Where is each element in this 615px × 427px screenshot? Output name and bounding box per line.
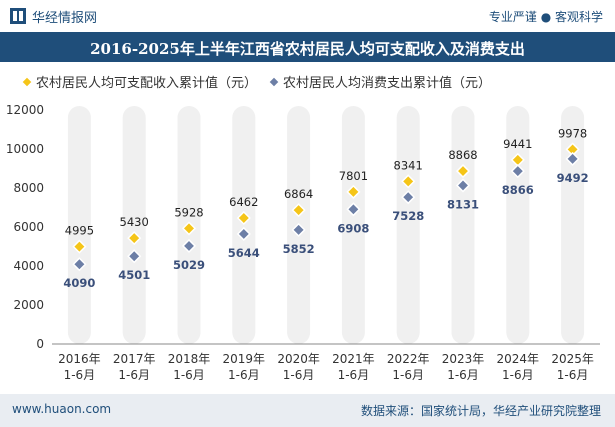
- y-tick-label: 12000: [6, 103, 44, 117]
- x-tick-label: 2019年 1-6月: [223, 352, 266, 382]
- column-band: [506, 106, 530, 344]
- expense-data-label: 5852: [283, 242, 315, 256]
- site-url: www.huaon.com: [12, 402, 112, 416]
- income-data-label: 5430: [120, 215, 149, 229]
- chart-title: 2016-2025年上半年江西省农村居民人均可支配收入及消费支出: [90, 40, 525, 58]
- expense-data-label: 6908: [337, 221, 369, 235]
- income-marker: [291, 203, 306, 218]
- y-tick-label: 10000: [6, 142, 44, 156]
- expense-data-label: 5029: [173, 258, 205, 272]
- x-tick-label: 2022年 1-6月: [387, 352, 430, 382]
- top-bar: 华经情报网 专业严谨 ● 客观科学: [0, 0, 615, 32]
- expense-marker: [401, 190, 416, 205]
- income-marker: [346, 184, 361, 199]
- income-data-label: 9978: [558, 126, 587, 140]
- income-marker: [236, 210, 251, 226]
- x-tick-label: 2016年 1-6月: [58, 352, 101, 382]
- slogan: 专业严谨 ● 客观科学: [488, 10, 603, 24]
- y-tick-label: 0: [36, 337, 44, 351]
- income-data-label: 6864: [284, 187, 313, 201]
- chart-plot: 0 2000 4000 6000 8000 10000 12000 2016年 1-6月 2017…: [6, 103, 600, 382]
- income-data-label: 4995: [65, 224, 94, 238]
- income-data-label: 7801: [339, 169, 368, 183]
- brand-name: 华经情报网: [32, 11, 98, 26]
- column-band: [67, 106, 91, 344]
- income-marker: [72, 239, 87, 254]
- footer: www.huaon.com 数据来源：国家统计局，华经产业研究院整理: [0, 394, 615, 427]
- y-tick-label: 8000: [13, 181, 44, 195]
- huajing-logo-icon: [10, 8, 26, 24]
- income-data-label: 9441: [503, 137, 532, 151]
- y-tick-label: 2000: [13, 298, 44, 312]
- income-marker: [181, 221, 197, 236]
- income-marker: [127, 231, 142, 246]
- legend: 农村居民人均可支配收入累计值（元） 农村居民人均消费支出累计值（元）: [22, 72, 503, 91]
- expense-marker: [346, 202, 361, 217]
- x-tick-label: 2020年 1-6月: [277, 352, 320, 382]
- income-data-label: 8868: [448, 148, 477, 162]
- x-tick-label: 2025年 1-6月: [551, 352, 594, 382]
- expense-marker: [455, 178, 471, 193]
- x-tick-label: 2021年 1-6月: [332, 352, 375, 382]
- data-source: 数据来源：国家统计局，华经产业研究院整理: [360, 404, 601, 418]
- legend-item-expense: 农村居民人均消费支出累计值（元）: [269, 72, 491, 91]
- x-tick-label: 2024年 1-6月: [497, 352, 540, 382]
- expense-data-label: 9492: [557, 171, 589, 185]
- column-band: [451, 106, 475, 344]
- expense-marker: [565, 151, 580, 166]
- title-bar: 2016-2025年上半年江西省农村居民人均可支配收入及消费支出: [0, 32, 615, 62]
- income-data-label: 8341: [394, 158, 423, 172]
- column-band: [561, 106, 585, 344]
- income-marker: [455, 164, 471, 179]
- income-marker: [401, 174, 416, 189]
- legend-item-income: 农村居民人均可支配收入累计值（元）: [22, 72, 257, 91]
- expense-data-label: 7528: [392, 209, 424, 223]
- y-tick-label: 4000: [13, 259, 44, 273]
- expense-data-label: 5644: [228, 246, 260, 260]
- expense-marker: [236, 226, 251, 242]
- income-data-label: 5928: [174, 205, 203, 219]
- expense-marker: [291, 222, 306, 237]
- expense-marker: [181, 238, 197, 253]
- legend-label-expense: 农村居民人均消费支出累计值（元）: [283, 76, 492, 91]
- column-band: [341, 106, 365, 344]
- expense-data-label: 4501: [118, 268, 150, 282]
- column-band: [396, 106, 420, 344]
- x-tick-label: 2023年 1-6月: [442, 352, 485, 382]
- column-band: [122, 106, 146, 344]
- x-tick-label: 2018年 1-6月: [168, 352, 211, 382]
- y-tick-label: 6000: [13, 220, 44, 234]
- blue-diamond-icon: [269, 76, 280, 87]
- expense-data-label: 8131: [447, 197, 479, 211]
- income-data-label: 6462: [229, 195, 258, 209]
- x-tick-label: 2017年 1-6月: [113, 352, 156, 382]
- expense-marker: [510, 164, 525, 179]
- expense-data-label: 4090: [63, 276, 95, 290]
- legend-label-income: 农村居民人均可支配收入累计值（元）: [36, 76, 258, 91]
- expense-data-label: 8866: [502, 183, 534, 197]
- gold-diamond-icon: [22, 76, 32, 87]
- expense-marker: [127, 249, 142, 264]
- expense-marker: [72, 257, 87, 272]
